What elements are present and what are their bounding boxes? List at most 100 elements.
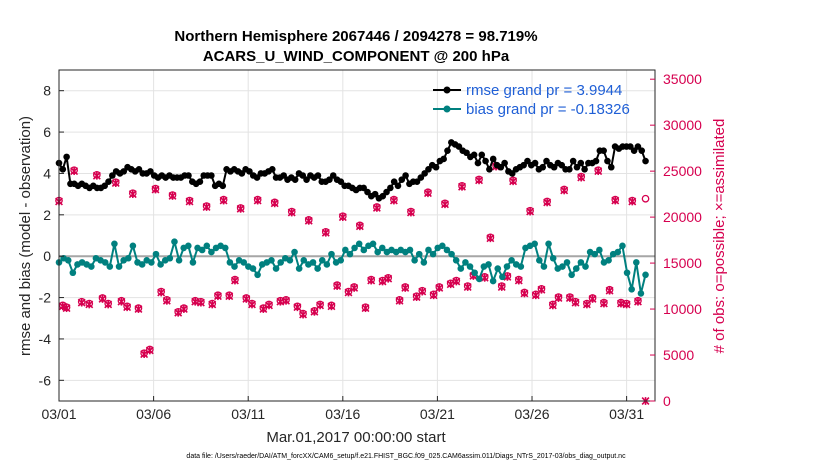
bias-point — [577, 259, 585, 266]
bias-point — [189, 259, 197, 266]
rmse-point — [470, 151, 478, 159]
bias-point — [429, 250, 437, 258]
obs-assimilated-point — [611, 196, 620, 205]
obs-assimilated-point — [634, 297, 642, 306]
bias-point — [286, 257, 294, 264]
obs-assimilated-point — [62, 304, 71, 313]
obs-assimilated-point — [265, 301, 273, 310]
obs-assimilated-point — [543, 198, 552, 207]
bias-layer — [55, 238, 649, 297]
obs-assimilated-point — [157, 288, 166, 297]
obs-assimilated-point — [480, 273, 489, 282]
rmse-point — [581, 166, 588, 173]
rmse-point — [577, 159, 585, 167]
obs-assimilated-point — [316, 301, 325, 310]
rmse-point — [489, 155, 497, 163]
bias-point — [452, 257, 460, 264]
rmse-point — [642, 157, 649, 165]
obs-assimilated-point — [406, 208, 415, 217]
obs-assimilated-point — [446, 280, 455, 289]
bias-point — [351, 244, 358, 252]
obs-assimilated-point — [70, 167, 79, 176]
obs-assimilated-point — [253, 196, 262, 205]
obs-assimilated-point — [123, 303, 132, 312]
rmse-point — [394, 182, 402, 190]
obs-assimilated-point — [179, 305, 188, 314]
legend: rmse grand pr = 3.9944 bias grand pr = -… — [433, 82, 630, 118]
plot-frame — [58, 69, 656, 402]
bias-point — [545, 240, 552, 248]
obs-assimilated-point — [628, 197, 637, 206]
obs-assimilated-point — [185, 197, 194, 206]
bias-point — [115, 263, 123, 270]
legend-rmse-marker — [443, 86, 451, 94]
bias-point — [88, 263, 95, 270]
obs-assimilated-point — [514, 276, 523, 285]
bias-point — [499, 273, 506, 281]
obs-assimilated-point — [140, 350, 149, 359]
bias-point — [517, 263, 525, 270]
x-tick-label: 03/16 — [325, 406, 360, 422]
obs-assimilated-point — [361, 304, 370, 313]
rmse-point — [501, 159, 508, 167]
obs-assimilated-point — [594, 167, 603, 176]
obs-assimilated-point — [554, 294, 563, 302]
rmse-point — [604, 157, 611, 165]
x-tick-label: 03/01 — [41, 406, 76, 422]
bias-point — [64, 257, 72, 264]
rmse-point — [482, 157, 489, 165]
rmse-point — [592, 157, 600, 165]
x-tick-label: 03/26 — [514, 406, 549, 422]
obs-assimilated-point — [372, 203, 381, 212]
bias-point — [337, 257, 345, 264]
bias-point — [277, 259, 284, 266]
obs-assimilated-point — [423, 189, 432, 198]
obs-assimilated-point — [367, 276, 376, 285]
bias-point — [249, 265, 257, 272]
obs-assimilated-point — [85, 300, 94, 309]
bias-point — [231, 263, 238, 270]
obs-assimilated-point — [111, 179, 120, 188]
obs-assimilated-point — [104, 300, 113, 309]
bias-point — [148, 259, 155, 266]
bias-point — [508, 257, 515, 264]
rmse-point — [531, 159, 539, 167]
rmse-point — [105, 178, 112, 186]
obs-assimilated-point — [599, 299, 608, 308]
obs-assimilated-point — [304, 216, 313, 225]
right-tick-label: 10000 — [663, 301, 702, 317]
bias-point — [448, 250, 455, 258]
bias-point — [106, 263, 114, 270]
bias-point — [489, 277, 497, 285]
bias-point — [295, 265, 303, 272]
bias-point — [175, 257, 183, 264]
bias-point — [318, 257, 326, 264]
legend-bias-label: bias grand pr = -0.18326 — [466, 101, 630, 118]
left-tick-label: 8 — [43, 83, 51, 99]
bias-point — [623, 269, 631, 277]
obs-assimilated-point — [174, 308, 183, 317]
left-tick-label: 6 — [43, 124, 51, 140]
rmse-point — [566, 166, 573, 173]
bias-point — [485, 261, 492, 268]
x-tick-label: 03/11 — [231, 406, 265, 422]
obs-assimilated-point — [225, 292, 234, 301]
bias-point — [268, 257, 275, 264]
obs-assimilated-point — [577, 173, 586, 182]
bias-point — [582, 263, 589, 270]
bias-point — [346, 250, 354, 258]
left-tick-label: 0 — [43, 248, 51, 264]
bias-point — [503, 263, 511, 270]
left-tick-label: -6 — [39, 372, 52, 388]
rmse-point — [63, 153, 70, 161]
obs-assimilated-point — [503, 272, 512, 281]
bias-point — [443, 246, 451, 254]
obs-assimilated-point — [520, 289, 529, 298]
bias-point — [619, 242, 626, 250]
bias-point — [536, 257, 543, 264]
bias-point — [614, 248, 622, 256]
bias-point — [494, 265, 502, 272]
obs-assimilated-point — [151, 185, 160, 194]
bias-point — [540, 263, 548, 270]
obs-assimilated-point — [605, 286, 614, 295]
